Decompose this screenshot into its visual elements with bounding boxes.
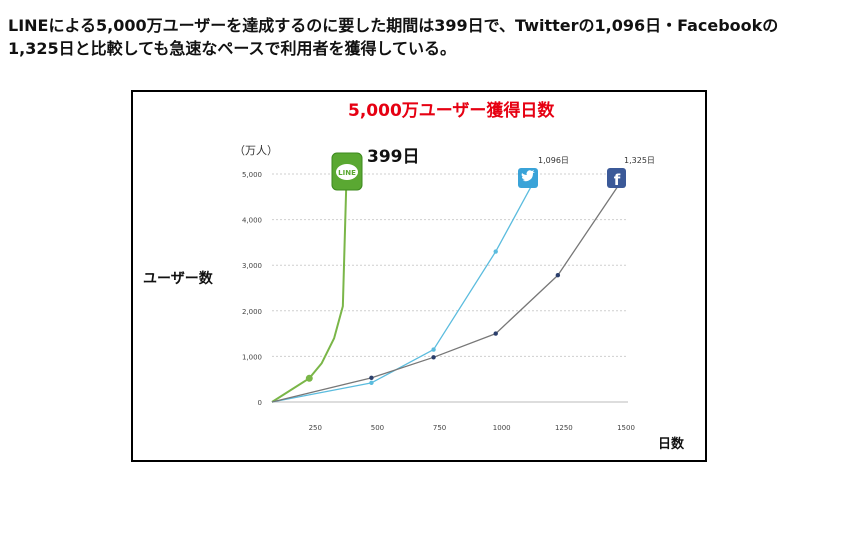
line-app-icon-bubble bbox=[336, 164, 358, 180]
y-tick-label: 2,000 bbox=[242, 308, 262, 316]
x-tick-label: 250 bbox=[309, 424, 322, 432]
headline-line-1: LINEによる5,000万ユーザーを達成するのに要した期間は399日で、Twit… bbox=[8, 16, 779, 35]
twitter-bird-shape bbox=[521, 170, 535, 182]
chart-frame bbox=[131, 90, 707, 462]
y-axis-label: ユーザー数 bbox=[143, 271, 213, 287]
line-app-icon-label: LINE bbox=[338, 169, 356, 177]
line-series-line bbox=[271, 183, 348, 403]
y-tick-label: 1,000 bbox=[242, 353, 262, 361]
x-tick-label: 1250 bbox=[555, 424, 573, 432]
facebook-series-line bbox=[271, 182, 621, 403]
x-tick-label: 500 bbox=[371, 424, 384, 432]
y-tick-label: 4,000 bbox=[242, 217, 262, 225]
chart-title: 5,000万ユーザー獲得日数 bbox=[348, 101, 555, 121]
y-tick-label: 0 bbox=[258, 399, 262, 407]
y-tick-label: 5,000 bbox=[242, 171, 262, 179]
twitter-annotation: 1,096日 bbox=[538, 156, 569, 165]
facebook-data-point bbox=[493, 331, 498, 336]
facebook-data-point bbox=[431, 355, 436, 360]
y-tick-label: 3,000 bbox=[242, 262, 262, 270]
facebook-f-icon bbox=[607, 168, 626, 188]
facebook-data-point bbox=[369, 375, 374, 381]
x-tick-label: 1000 bbox=[493, 424, 511, 432]
line-data-point bbox=[305, 374, 313, 382]
twitter-data-point bbox=[431, 347, 436, 352]
x-tick-label: 1500 bbox=[617, 424, 635, 432]
x-tick-label: 750 bbox=[433, 424, 446, 432]
headline-line-2: 1,325日と比較しても急速なペースで利用者を獲得している。 bbox=[8, 39, 457, 58]
facebook-f-glyph: f bbox=[614, 171, 621, 189]
headline: LINEによる5,000万ユーザーを達成するのに要した期間は399日で、Twit… bbox=[8, 14, 838, 60]
twitter-data-point bbox=[369, 380, 374, 386]
twitter-series-line bbox=[271, 182, 534, 403]
facebook-annotation: 1,325日 bbox=[624, 156, 655, 165]
y-unit-label: （万人） bbox=[234, 144, 278, 157]
facebook-data-point bbox=[555, 273, 561, 278]
line-annotation: 399日 bbox=[367, 147, 420, 167]
twitter-data-point bbox=[493, 249, 498, 254]
x-axis-label: 日数 bbox=[658, 437, 685, 452]
